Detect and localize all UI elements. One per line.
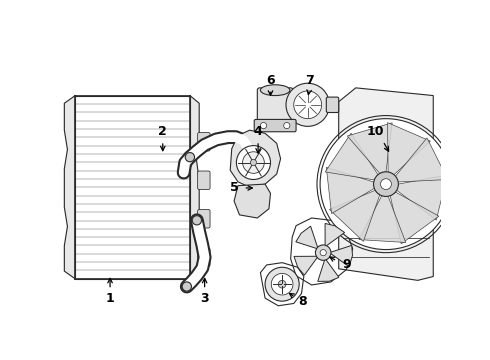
Polygon shape <box>329 190 380 242</box>
Polygon shape <box>64 95 75 279</box>
Circle shape <box>182 282 192 291</box>
Text: 1: 1 <box>106 292 115 305</box>
Circle shape <box>316 245 331 260</box>
Circle shape <box>236 145 270 180</box>
FancyBboxPatch shape <box>197 132 210 151</box>
Polygon shape <box>234 184 270 218</box>
Circle shape <box>286 83 329 126</box>
FancyBboxPatch shape <box>257 88 293 126</box>
Polygon shape <box>329 246 352 267</box>
Polygon shape <box>296 226 318 249</box>
Polygon shape <box>190 95 199 279</box>
Polygon shape <box>359 196 406 243</box>
FancyBboxPatch shape <box>197 210 210 228</box>
Text: 7: 7 <box>305 74 314 87</box>
Circle shape <box>243 152 264 173</box>
Text: 9: 9 <box>342 258 351 271</box>
FancyBboxPatch shape <box>254 120 296 132</box>
Ellipse shape <box>260 85 290 95</box>
Circle shape <box>381 179 392 189</box>
Bar <box>75 95 190 279</box>
Polygon shape <box>230 130 281 187</box>
Text: 4: 4 <box>254 125 263 138</box>
Circle shape <box>320 249 326 256</box>
Polygon shape <box>388 122 430 175</box>
Polygon shape <box>397 175 447 220</box>
FancyBboxPatch shape <box>197 171 210 189</box>
Text: 8: 8 <box>299 294 307 308</box>
Circle shape <box>250 159 257 166</box>
Text: 5: 5 <box>230 181 239 194</box>
Polygon shape <box>294 256 318 275</box>
Polygon shape <box>347 123 392 174</box>
Circle shape <box>373 172 398 197</box>
Circle shape <box>271 274 293 295</box>
Circle shape <box>278 280 286 288</box>
FancyBboxPatch shape <box>326 97 339 112</box>
Circle shape <box>185 153 195 162</box>
Polygon shape <box>318 258 339 282</box>
Text: 6: 6 <box>266 74 275 87</box>
Polygon shape <box>390 192 439 244</box>
Circle shape <box>284 122 290 129</box>
Circle shape <box>192 216 201 225</box>
Text: 10: 10 <box>367 125 384 138</box>
Polygon shape <box>325 133 378 180</box>
Text: 3: 3 <box>200 292 209 305</box>
Polygon shape <box>326 167 374 213</box>
Circle shape <box>260 122 267 129</box>
Polygon shape <box>325 224 344 247</box>
FancyBboxPatch shape <box>197 248 210 266</box>
Circle shape <box>265 267 299 301</box>
Text: 2: 2 <box>158 125 167 138</box>
Circle shape <box>320 119 452 249</box>
Polygon shape <box>339 88 433 280</box>
Polygon shape <box>395 138 448 182</box>
Circle shape <box>294 91 321 119</box>
